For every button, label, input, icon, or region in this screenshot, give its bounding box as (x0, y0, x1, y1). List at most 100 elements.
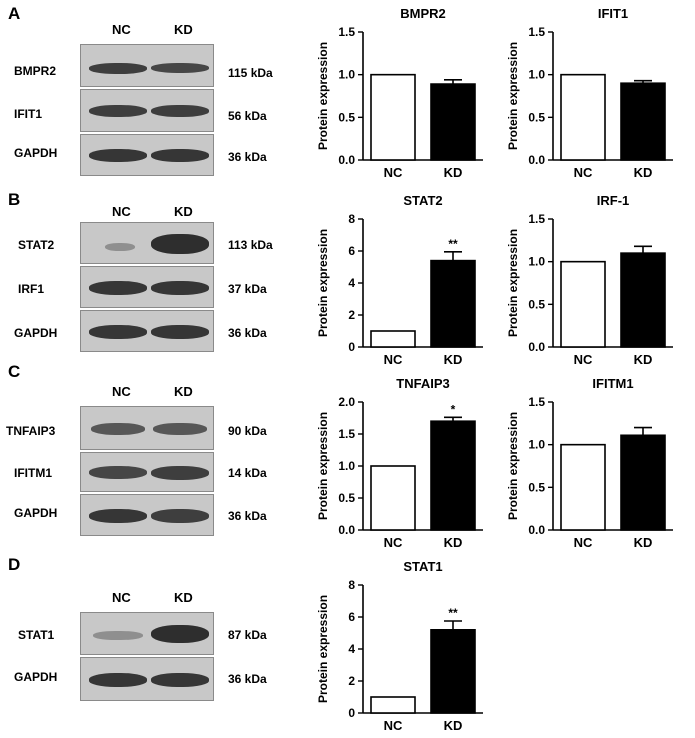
lane-label-kd: KD (174, 384, 193, 399)
western-blot-stat1 (80, 612, 214, 655)
band (151, 63, 209, 73)
x-tick-label: KD (444, 718, 463, 733)
x-tick-label: KD (634, 352, 653, 367)
x-tick-label: NC (384, 718, 403, 733)
x-tick-label: KD (444, 535, 463, 550)
x-tick-label: NC (384, 535, 403, 550)
band (151, 281, 209, 295)
blot-label-gapdh: GAPDH (14, 506, 58, 520)
y-tick-label: 0.5 (528, 297, 545, 311)
bar-nc (370, 465, 416, 531)
x-tick-label: KD (444, 165, 463, 180)
bar-nc (560, 260, 606, 348)
bar-kd (620, 82, 666, 161)
band (151, 673, 209, 687)
panel-letter-b: B (8, 190, 21, 209)
western-blot-stat2 (80, 222, 214, 264)
blot-label-gapdh: GAPDH (14, 146, 58, 160)
band (89, 63, 147, 74)
bar-kd (620, 434, 666, 531)
blot-label-gapdh: GAPDH (14, 326, 58, 340)
y-tick-label: 0.0 (528, 153, 545, 167)
kda-label-irf1: 37 kDa (228, 282, 267, 296)
western-blot-bmpr2 (80, 44, 214, 87)
x-tick-label: NC (384, 352, 403, 367)
x-tick-label: NC (574, 165, 593, 180)
band (151, 149, 209, 162)
significance-marker: ** (448, 237, 458, 251)
significance-marker: ** (448, 606, 458, 620)
band (89, 149, 147, 162)
western-blot-gapdh (80, 310, 214, 352)
band (89, 509, 147, 523)
band (151, 509, 209, 523)
y-axis-label: Protein expression (316, 42, 330, 150)
lane-label-kd: KD (174, 590, 193, 605)
blot-label-gapdh: GAPDH (14, 670, 58, 684)
y-tick-label: 1.5 (338, 427, 355, 441)
blot-label-ifitm1: IFITM1 (14, 466, 52, 480)
y-tick-label: 1.0 (338, 68, 355, 82)
bar-kd (430, 420, 476, 531)
band (153, 423, 207, 435)
western-blot-ifit1 (80, 89, 214, 132)
y-tick-label: 6 (348, 610, 355, 624)
bar-chart-irf1: IRF-1 Protein expression 0.0 0.5 1.0 1.5 NC KD (506, 193, 673, 367)
band (151, 234, 209, 254)
chart-title: BMPR2 (400, 6, 446, 21)
bar-kd (620, 252, 666, 348)
band (89, 673, 147, 687)
x-tick-label: NC (574, 352, 593, 367)
significance-marker: * (451, 402, 456, 416)
y-tick-label: 1.5 (528, 395, 545, 409)
western-blot-tnfaip3 (80, 406, 214, 450)
chart-title: STAT1 (403, 559, 442, 574)
bar-nc (560, 73, 606, 161)
bar-nc (370, 696, 416, 714)
x-tick-label: NC (574, 535, 593, 550)
y-tick-label: 1.0 (528, 68, 545, 82)
chart-title: IFITM1 (592, 376, 633, 391)
x-tick-label: NC (384, 165, 403, 180)
bar-chart-stat1: STAT1 Protein expression 0 2 4 6 8 NC ** KD (316, 559, 483, 733)
band (151, 325, 209, 339)
y-tick-label: 4 (348, 642, 355, 656)
bar-chart-tnfaip3: TNFAIP3 Protein expression 0.0 0.5 1.0 1.5 2.0… (316, 376, 483, 550)
panel-letter-a: A (8, 4, 21, 23)
blot-label-bmpr2: BMPR2 (14, 64, 57, 78)
kda-label-gapdh: 36 kDa (228, 326, 267, 340)
y-tick-label: 1.5 (338, 25, 355, 39)
kda-label-stat2: 113 kDa (228, 238, 273, 252)
band (89, 105, 147, 117)
y-tick-label: 1.0 (338, 459, 355, 473)
lane-label-nc: NC (112, 22, 131, 37)
bar-kd (430, 83, 476, 161)
lane-label-nc: NC (112, 204, 131, 219)
lane-label-nc: NC (112, 590, 131, 605)
y-tick-label: 2.0 (338, 395, 355, 409)
x-tick-label: KD (634, 165, 653, 180)
band (91, 423, 145, 435)
western-blot-irf1 (80, 266, 214, 308)
y-tick-label: 2 (348, 674, 355, 688)
y-tick-label: 0.0 (528, 523, 545, 537)
bar-chart-stat2: STAT2 Protein expression 0 2 4 6 8 NC ** KD (316, 193, 483, 367)
y-tick-label: 0.0 (338, 153, 355, 167)
y-tick-label: 8 (348, 578, 355, 592)
y-tick-label: 1.0 (528, 255, 545, 269)
y-axis-label: Protein expression (316, 412, 330, 520)
kda-label-bmpr2: 115 kDa (228, 66, 273, 80)
band (89, 325, 147, 339)
blot-label-stat1: STAT1 (18, 628, 55, 642)
bar-kd (430, 629, 476, 714)
western-blot-gapdh (80, 657, 214, 701)
kda-label-gapdh: 36 kDa (228, 150, 267, 164)
y-tick-label: 1.5 (528, 25, 545, 39)
band (93, 631, 143, 640)
kda-label-stat1: 87 kDa (228, 628, 267, 642)
y-tick-label: 0.5 (528, 480, 545, 494)
panel-letter-d: D (8, 555, 21, 574)
blot-label-ifit1: IFIT1 (14, 107, 43, 121)
western-blot-gapdh (80, 134, 214, 176)
bar-kd (430, 259, 476, 348)
